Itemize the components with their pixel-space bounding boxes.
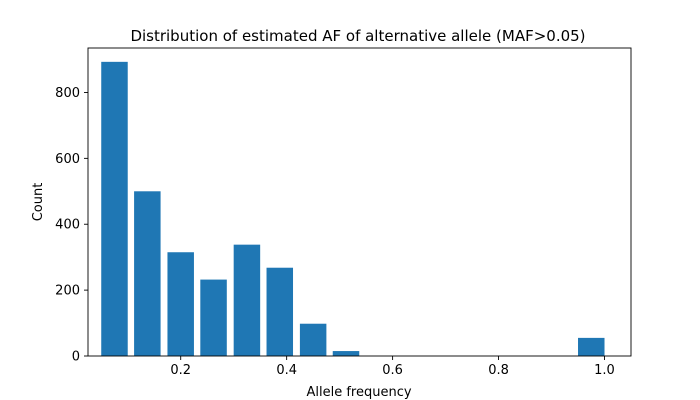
bar — [266, 267, 294, 356]
bar — [134, 191, 161, 356]
y-tick-label: 400 — [55, 218, 80, 233]
y-tick-label: 200 — [55, 284, 80, 299]
x-tick-label: 0.2 — [170, 363, 191, 378]
y-axis: 0 200 400 600 800 — [55, 86, 88, 365]
x-axis-label: Allele frequency — [306, 385, 411, 400]
bar — [332, 351, 360, 356]
bars-group — [101, 61, 605, 357]
x-tick-label: 0.4 — [276, 363, 297, 378]
chart-title: Distribution of estimated AF of alternat… — [130, 27, 585, 45]
bar — [233, 244, 261, 356]
y-tick-label: 600 — [55, 152, 80, 167]
bar — [578, 337, 605, 356]
bar — [299, 323, 327, 356]
x-axis: 0.2 0.4 0.6 0.8 1.0 — [170, 356, 615, 378]
y-tick-label: 800 — [55, 86, 80, 101]
bar — [101, 61, 128, 357]
bar — [200, 279, 227, 356]
x-tick-label: 0.8 — [488, 363, 509, 378]
y-axis-label: Count — [31, 183, 46, 222]
x-tick-label: 0.6 — [382, 363, 403, 378]
bar — [167, 252, 194, 356]
x-tick-label: 1.0 — [594, 363, 615, 378]
plot-frame — [87, 47, 632, 357]
y-tick-label: 0 — [72, 350, 80, 365]
